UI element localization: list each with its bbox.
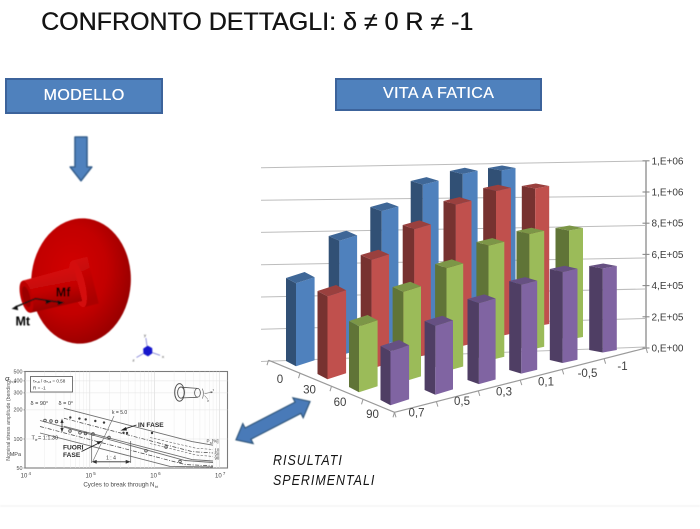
svg-text:IN FASE: IN FASE <box>138 422 164 429</box>
svg-text:σ: σ <box>207 399 209 403</box>
svg-text:0: 0 <box>277 374 283 386</box>
svg-text:x: x <box>162 354 164 359</box>
svg-text:300: 300 <box>14 391 23 397</box>
svg-text:500: 500 <box>14 369 23 375</box>
svg-text:6,E+05: 6,E+05 <box>652 250 684 261</box>
svg-text:Mf: Mf <box>56 286 71 300</box>
svg-text:30: 30 <box>303 385 316 397</box>
svg-text:T: T <box>32 436 36 442</box>
svg-text:200: 200 <box>14 408 23 414</box>
svg-text:90: 90 <box>215 456 220 461</box>
svg-text:0,1: 0,1 <box>538 377 554 389</box>
svg-text:bt: bt <box>155 484 159 489</box>
svg-text:1 : 4: 1 : 4 <box>106 456 116 462</box>
svg-text:δ = 90°: δ = 90° <box>31 401 49 407</box>
svg-text:σ: σ <box>5 374 10 383</box>
svg-text:0,7: 0,7 <box>409 408 425 420</box>
svg-text:k = 5.0: k = 5.0 <box>112 410 127 416</box>
svg-text:τ: τ <box>213 388 215 392</box>
svg-text:Mt: Mt <box>16 315 31 329</box>
svg-text:10: 10 <box>150 474 157 480</box>
svg-text:2,E+05: 2,E+05 <box>652 312 684 323</box>
svg-text:s: s <box>210 441 212 445</box>
svg-text:σ: σ <box>35 437 38 442</box>
svg-text:τₙ,ₐ / σₙ,ₐ = 0.58: τₙ,ₐ / σₙ,ₐ = 0.58 <box>33 379 66 384</box>
svg-text:Cycles to break through: Cycles to break through <box>83 482 149 489</box>
svg-text:50: 50 <box>215 452 220 457</box>
svg-text:10: 10 <box>21 474 28 480</box>
svg-text:8,E+05: 8,E+05 <box>652 219 684 230</box>
svg-text:90: 90 <box>366 409 379 421</box>
svg-text:1,E+06: 1,E+06 <box>652 188 684 199</box>
svg-text:400: 400 <box>14 379 23 385</box>
svg-text:[%]: [%] <box>212 439 219 444</box>
svg-text:0,5: 0,5 <box>454 396 470 408</box>
svg-text:60: 60 <box>334 397 347 409</box>
svg-text:10: 10 <box>85 474 92 480</box>
svg-text:10: 10 <box>215 474 222 480</box>
svg-text:-0,5: -0,5 <box>578 368 598 380</box>
svg-text:50: 50 <box>17 466 23 472</box>
svg-text:z: z <box>133 358 135 363</box>
svg-text:y: y <box>144 333 146 338</box>
svg-text:0,3: 0,3 <box>496 387 512 399</box>
svg-text:MPa: MPa <box>10 452 22 458</box>
svg-text:-1: -1 <box>617 361 627 373</box>
svg-text:7: 7 <box>223 471 226 476</box>
svg-text:100: 100 <box>14 437 23 443</box>
svg-text:R = -1: R = -1 <box>33 386 46 391</box>
svg-text:1,E+06: 1,E+06 <box>652 156 684 167</box>
svg-text:5: 5 <box>93 471 96 476</box>
svg-text:n,a: n,a <box>11 379 17 384</box>
svg-text:δ = 0°: δ = 0° <box>59 401 74 407</box>
svg-text:10: 10 <box>215 448 220 453</box>
svg-text:6: 6 <box>158 471 161 476</box>
svg-text:4,E+05: 4,E+05 <box>652 281 684 292</box>
svg-text:= 1:1.30: = 1:1.30 <box>38 436 58 442</box>
svg-text:FASE: FASE <box>63 452 81 459</box>
svg-text:N: N <box>150 482 154 489</box>
svg-text:P: P <box>207 439 210 444</box>
svg-text:4: 4 <box>29 471 32 476</box>
svg-text:Nominal stress amplitude (bend: Nominal stress amplitude (bending) <box>6 379 12 461</box>
svg-text:0,E+00: 0,E+00 <box>652 344 684 355</box>
svg-text:FUORI: FUORI <box>63 445 84 452</box>
